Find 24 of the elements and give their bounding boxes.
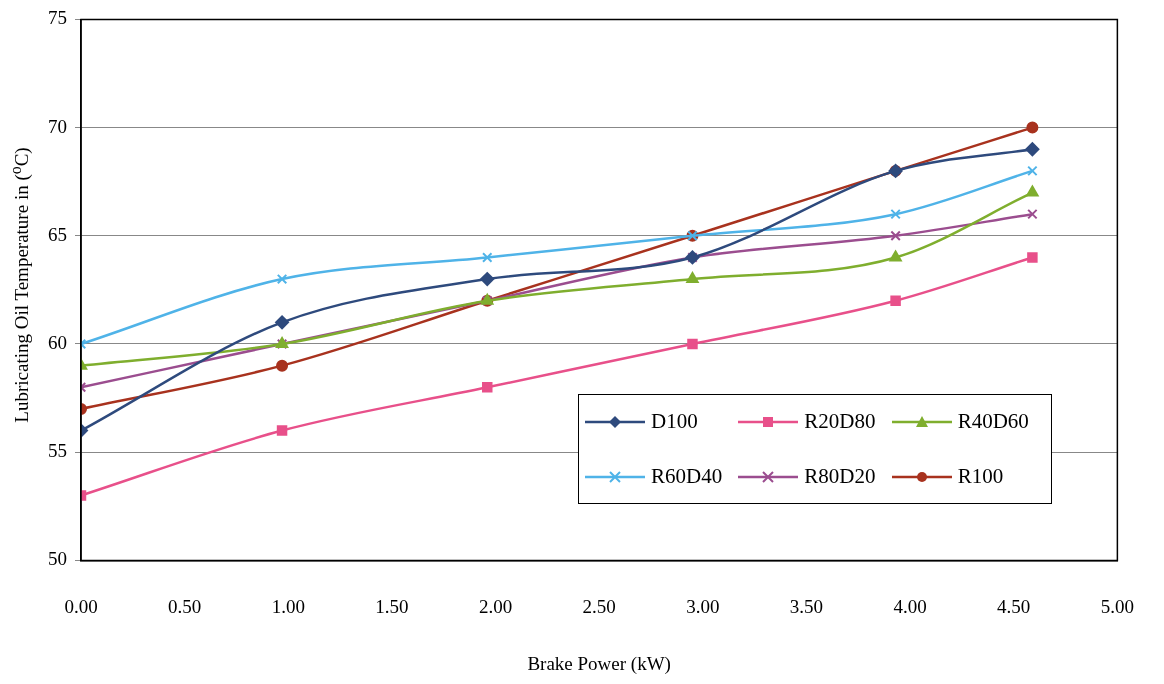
x-tick-label: 5.00	[1100, 595, 1134, 617]
y-tick-label: 60	[48, 331, 67, 353]
legend-label: R100	[957, 464, 1004, 489]
legend-label: R60D40	[651, 464, 723, 489]
y-tick-label: 75	[48, 7, 67, 29]
y-tick-label: 65	[48, 223, 67, 245]
y-tick-label: 55	[48, 440, 67, 462]
x-tick-label: 1.50	[375, 595, 409, 617]
legend-label: R80D20	[804, 464, 876, 489]
x-tick-label: 4.50	[997, 595, 1031, 617]
x-tick-label: 0.00	[64, 595, 98, 617]
x-axis-title: Brake Power (kW)	[527, 652, 671, 675]
legend-label: D100	[651, 409, 698, 434]
x-tick-label: 2.50	[582, 595, 616, 617]
y-tick-label: 50	[48, 548, 67, 570]
x-tick-label: 3.50	[789, 595, 824, 617]
legend-label: R20D80	[804, 409, 876, 434]
y-tick-label: 70	[48, 115, 67, 137]
x-tick-label: 0.50	[168, 595, 202, 617]
x-tick-label: 2.00	[478, 595, 513, 617]
legend-label: R40D60	[957, 409, 1029, 434]
x-tick-label: 3.00	[686, 595, 720, 617]
x-tick-label: 1.00	[271, 595, 305, 617]
x-tick-label: 4.00	[893, 595, 927, 617]
